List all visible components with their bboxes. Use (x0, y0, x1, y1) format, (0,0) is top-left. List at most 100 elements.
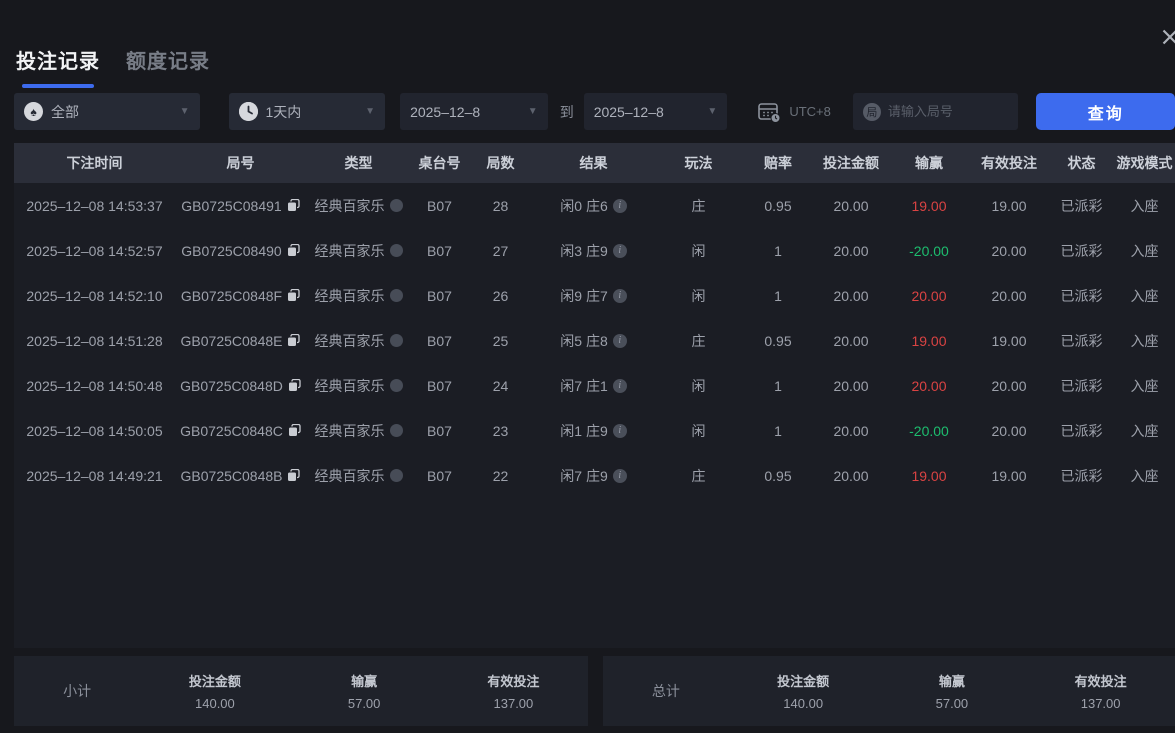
replay-icon[interactable] (389, 334, 403, 347)
info-icon[interactable]: i (612, 423, 627, 438)
result-value: 闲0 庄6 (560, 197, 608, 214)
column-header: 类型 (344, 155, 373, 171)
status-cell: 已派彩 (1060, 242, 1103, 259)
time-range-select[interactable]: 1天内 ▼ (228, 93, 386, 130)
column-header: 玩法 (684, 155, 713, 171)
winloss-cell: 20.00 (911, 377, 947, 394)
game-mode-cell: 入座 (1130, 287, 1159, 304)
tab-quota-records[interactable]: 额度记录 (126, 51, 210, 73)
table-row[interactable]: 2025–12–08 14:49:21 GB0725C0848B 经典百家乐 B… (14, 453, 1175, 498)
valid-bet-cell: 20.00 (991, 422, 1027, 439)
bet-records-table: 下注时间 局号 类型 桌台号 局数 结果 玩法 赔率 投注金额 输赢 有效投注 状态 游戏模式 2025… (14, 143, 1175, 648)
replay-icon[interactable] (389, 424, 403, 437)
bet-amount-cell: 20.00 (833, 197, 869, 214)
bet-time-cell: 2025–12–08 14:50:05 (26, 422, 163, 439)
table-no-cell: B07 (427, 377, 452, 394)
replay-icon[interactable] (389, 289, 403, 302)
bet-time-cell: 2025–12–08 14:52:10 (26, 287, 163, 304)
game-type-cell: 经典百家乐 (306, 331, 411, 351)
close-icon[interactable] (1157, 24, 1175, 50)
odds-cell: 1 (774, 287, 782, 304)
game-type-value: 经典百家乐 (314, 332, 385, 349)
game-type-cell: 经典百家乐 (306, 466, 411, 486)
table-row[interactable]: 2025–12–08 14:50:05 GB0725C0848C 经典百家乐 B… (14, 408, 1175, 453)
table-row[interactable]: 2025–12–08 14:52:57 GB0725C08490 经典百家乐 B… (14, 228, 1175, 273)
info-icon[interactable]: i (612, 378, 627, 393)
round-number-cell: 23 (492, 422, 509, 439)
replay-icon[interactable] (389, 379, 403, 392)
round-id-cell: GB0725C0848C (175, 423, 306, 439)
copy-icon[interactable] (287, 289, 300, 302)
result-value: 闲5 庄8 (560, 332, 608, 349)
tab-bet-records[interactable]: 投注记录 (16, 45, 100, 88)
play-type-cell: 闲 (691, 377, 706, 394)
replay-icon[interactable] (389, 469, 403, 482)
total-valid-label: 有效投注 (1074, 674, 1127, 689)
result-value: 闲9 庄7 (560, 287, 608, 304)
copy-icon[interactable] (287, 469, 301, 482)
winloss-cell: -20.00 (909, 422, 949, 439)
game-type-select[interactable]: ♠ 全部 ▼ (14, 93, 200, 130)
date-to-picker[interactable]: 2025–12–8 ▼ (583, 93, 728, 130)
valid-bet-cell: 19.00 (991, 197, 1027, 214)
chevron-down-icon: ▼ (365, 106, 376, 117)
date-from-picker[interactable]: 2025–12–8 ▼ (400, 93, 548, 130)
table-no-cell: B07 (427, 242, 452, 259)
round-search-input[interactable] (887, 104, 1009, 119)
info-icon[interactable]: i (612, 468, 627, 483)
winloss-cell: 19.00 (911, 467, 947, 484)
round-number-cell: 22 (492, 467, 509, 484)
info-icon[interactable]: i (612, 243, 627, 258)
date-from-value: 2025–12–8 (410, 103, 481, 120)
result-cell: 闲7 庄9 i (533, 466, 654, 486)
total-winloss-value: 57.00 (935, 696, 969, 711)
round-number-cell: 26 (492, 287, 509, 304)
replay-icon[interactable] (389, 244, 403, 257)
copy-icon[interactable] (288, 424, 301, 437)
copy-icon[interactable] (287, 244, 300, 257)
round-id-value: GB0725C0848C (180, 422, 283, 439)
total-bet-label: 投注金额 (777, 674, 830, 689)
status-cell: 已派彩 (1060, 197, 1103, 214)
subtotal-winloss: 输赢 57.00 (290, 671, 439, 711)
round-number-cell: 28 (492, 197, 509, 214)
bet-time-cell: 2025–12–08 14:49:21 (26, 467, 163, 484)
round-id-cell: GB0725C0848F (175, 288, 306, 304)
clock-icon (238, 102, 258, 121)
time-range-value: 1天内 (265, 103, 302, 120)
replay-icon[interactable] (389, 199, 403, 212)
info-icon[interactable]: i (612, 333, 627, 348)
table-row[interactable]: 2025–12–08 14:52:10 GB0725C0848F 经典百家乐 B… (14, 273, 1175, 318)
chevron-down-icon: ▼ (527, 106, 538, 117)
bet-time-cell: 2025–12–08 14:52:57 (26, 242, 163, 259)
query-button[interactable]: 查询 (1036, 93, 1175, 130)
game-mode-cell: 入座 (1130, 242, 1159, 259)
play-type-cell: 庄 (691, 467, 706, 484)
round-search-field[interactable]: 局 (852, 93, 1019, 130)
valid-bet-cell: 20.00 (991, 242, 1027, 259)
info-icon[interactable]: i (612, 198, 627, 213)
round-id-cell: GB0725C0848D (175, 378, 306, 394)
total-panel: 总计 投注金额 140.00 输赢 57.00 有效投注 137.00 (603, 656, 1175, 726)
winloss-cell: -20.00 (909, 242, 949, 259)
copy-icon[interactable] (287, 334, 301, 347)
copy-icon[interactable] (287, 199, 300, 212)
subtotal-valid-label: 有效投注 (487, 674, 540, 689)
chevron-down-icon: ▼ (707, 106, 718, 117)
info-icon[interactable]: i (612, 288, 627, 303)
result-value: 闲7 庄9 (560, 467, 608, 484)
table-row[interactable]: 2025–12–08 14:50:48 GB0725C0848D 经典百家乐 B… (14, 363, 1175, 408)
total-winloss: 输赢 57.00 (878, 671, 1027, 711)
result-cell: 闲1 庄9 i (533, 421, 654, 441)
odds-cell: 0.95 (764, 332, 792, 349)
odds-cell: 0.95 (764, 197, 792, 214)
table-row[interactable]: 2025–12–08 14:51:28 GB0725C0848E 经典百家乐 B… (14, 318, 1175, 363)
game-type-cell: 经典百家乐 (306, 286, 411, 306)
round-number-cell: 24 (492, 377, 509, 394)
table-row[interactable]: 2025–12–08 14:53:37 GB0725C08491 经典百家乐 B… (14, 183, 1175, 228)
copy-icon[interactable] (288, 379, 301, 392)
round-id-value: GB0725C0848F (180, 287, 283, 304)
column-header: 输赢 (915, 155, 943, 171)
game-mode-cell: 入座 (1130, 467, 1159, 484)
odds-cell: 1 (774, 242, 782, 259)
